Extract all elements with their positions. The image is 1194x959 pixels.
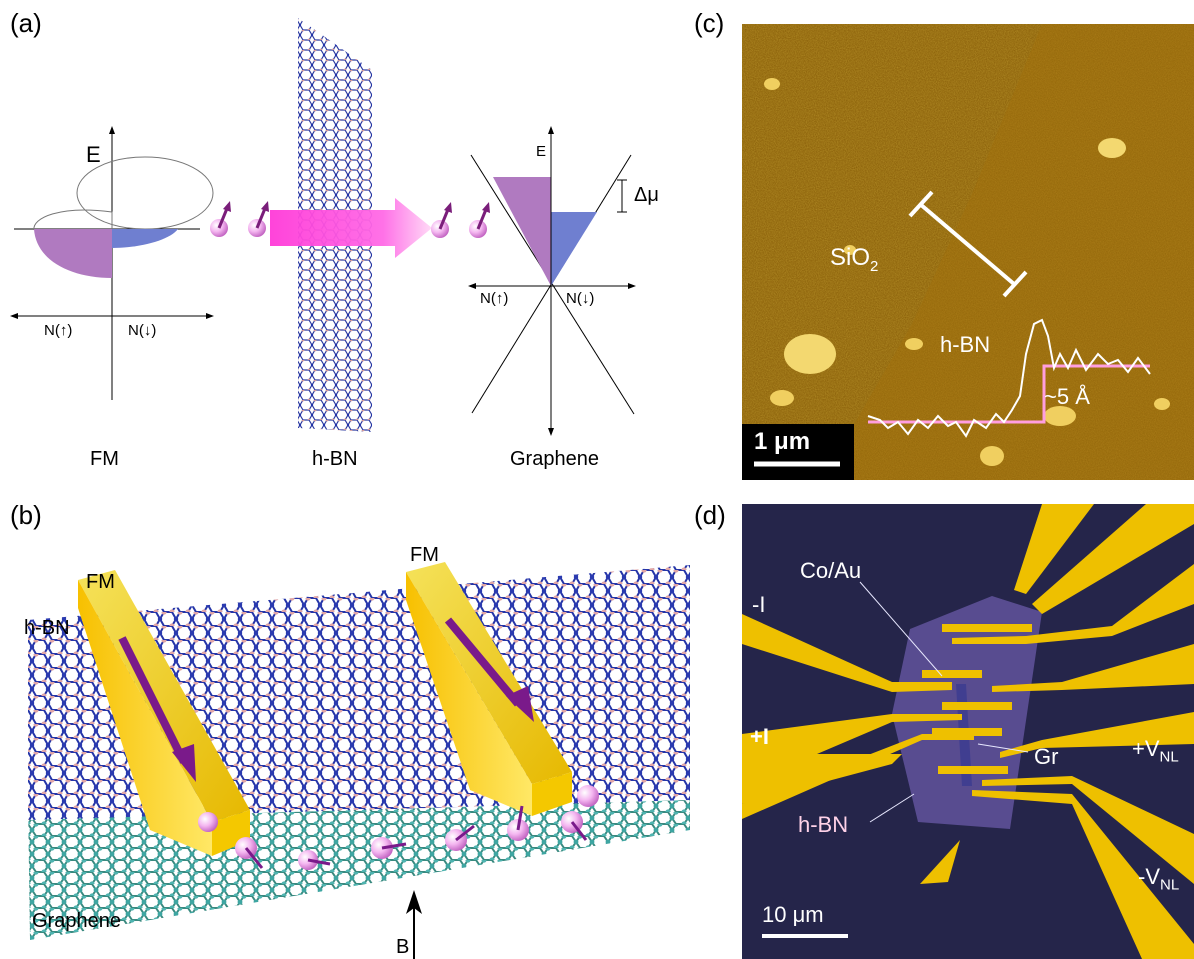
spin-electrons-left bbox=[210, 201, 269, 237]
plus-vnl-subscript: NL bbox=[1159, 748, 1179, 766]
delta-mu-label: Δμ bbox=[634, 184, 659, 206]
fm-n-up-label: N(↑) bbox=[44, 322, 73, 339]
afm-hbn-label: h-BN bbox=[940, 332, 991, 357]
afm-scale-label: 1 μm bbox=[754, 428, 811, 455]
graphene-n-down-label: N(↓) bbox=[566, 290, 595, 307]
plus-vnl-label: +VNL bbox=[1132, 736, 1179, 765]
panel-a-label: (a) bbox=[10, 8, 42, 38]
diffusing-spins bbox=[198, 785, 599, 870]
minus-vnl-text: -V bbox=[1138, 864, 1160, 889]
minus-i-label: -I bbox=[752, 592, 766, 617]
panel-b-label: (b) bbox=[10, 500, 42, 530]
coau-label: Co/Au bbox=[800, 558, 862, 583]
hbn-layer-label: h-BN bbox=[24, 617, 70, 639]
magnetic-field-arrow bbox=[406, 890, 422, 959]
gold-contact-leads bbox=[742, 504, 1194, 959]
spin-injection-arrow bbox=[270, 198, 432, 258]
graphene-n-up-label: N(↑) bbox=[480, 290, 509, 307]
panel-b-figure bbox=[28, 562, 690, 959]
fm-right-label: FM bbox=[410, 544, 439, 566]
plus-vnl-text: +V bbox=[1132, 736, 1160, 761]
graphene-energy-axis-label: E bbox=[536, 143, 547, 160]
fm-electrode-left bbox=[78, 570, 250, 856]
panel-a-figure bbox=[10, 18, 636, 436]
panel-d-label: (d) bbox=[694, 500, 726, 530]
spin-electrons-right bbox=[431, 202, 490, 238]
device-micrograph bbox=[742, 504, 1194, 959]
sio2-label: SiO2 bbox=[830, 244, 878, 275]
fm-caption: FM bbox=[90, 448, 119, 470]
height-profile-trace bbox=[867, 318, 1151, 438]
minus-vnl-label: -VNL bbox=[1138, 864, 1179, 893]
device-scale-label: 10 μm bbox=[762, 902, 824, 927]
graphene-dos-diagram bbox=[468, 126, 636, 436]
minus-vnl-subscript: NL bbox=[1160, 876, 1180, 894]
plus-i-label: +I bbox=[750, 724, 769, 749]
hbn-caption: h-BN bbox=[312, 448, 358, 470]
panel-c-label: (c) bbox=[694, 8, 725, 38]
sio2-text: SiO bbox=[830, 244, 871, 271]
step-height-label: ~5 Å bbox=[1044, 384, 1090, 409]
afm-image bbox=[742, 24, 1194, 480]
fm-energy-axis-label: E bbox=[86, 142, 101, 167]
field-label: B bbox=[396, 936, 410, 958]
device-hbn-label: h-BN bbox=[798, 812, 849, 837]
graphene-layer-label: Graphene bbox=[32, 910, 121, 932]
afm-scale-bar-box bbox=[742, 424, 854, 480]
gr-label: Gr bbox=[1034, 744, 1059, 769]
fm-n-down-label: N(↓) bbox=[128, 322, 157, 339]
fm-left-label: FM bbox=[86, 571, 115, 593]
graphene-caption: Graphene bbox=[510, 448, 599, 470]
fm-electrode-right bbox=[406, 562, 572, 816]
sio2-subscript: 2 bbox=[870, 257, 879, 275]
fm-dos-diagram bbox=[10, 126, 214, 400]
